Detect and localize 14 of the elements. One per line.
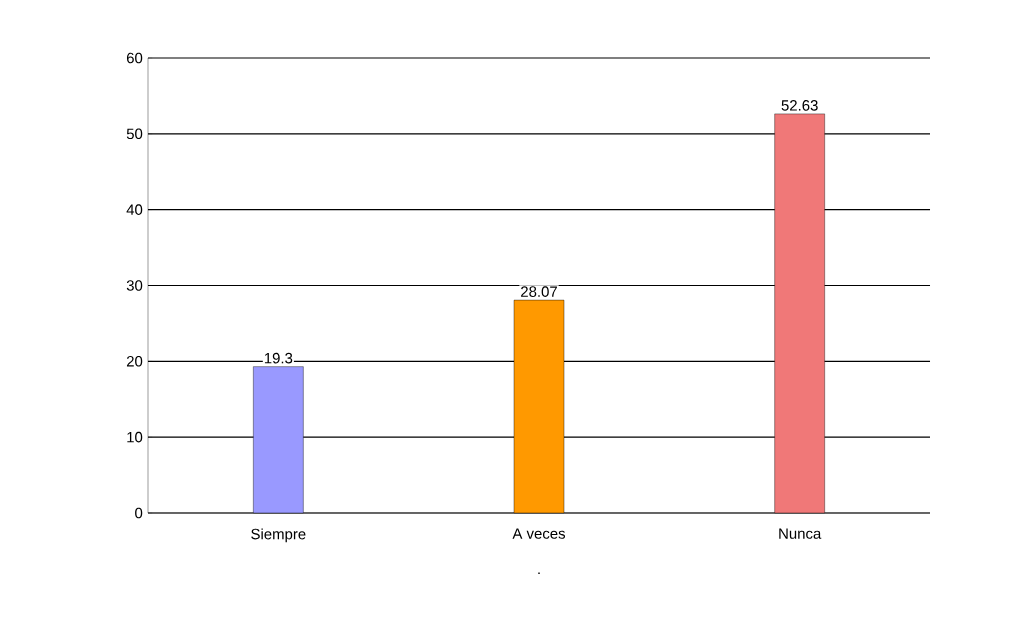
data-label: 52.63	[781, 100, 818, 111]
y-tick-label: 60	[126, 52, 143, 64]
y-tick-label: 30	[126, 280, 143, 291]
x-axis-title: .	[538, 572, 540, 575]
y-tick-label: 10	[127, 431, 143, 443]
y-tick-label: 40	[126, 204, 143, 215]
data-label: 19.3	[264, 352, 293, 364]
x-tick-label: Siempre	[251, 528, 306, 543]
y-tick-label: 0	[135, 507, 143, 519]
y-tick-label: 20	[126, 356, 143, 367]
data-label: 28.07	[521, 286, 557, 297]
x-tick-label: A veces	[512, 528, 566, 539]
y-tick-label: 50	[126, 128, 143, 140]
x-tick-label: Nunca	[779, 528, 822, 539]
